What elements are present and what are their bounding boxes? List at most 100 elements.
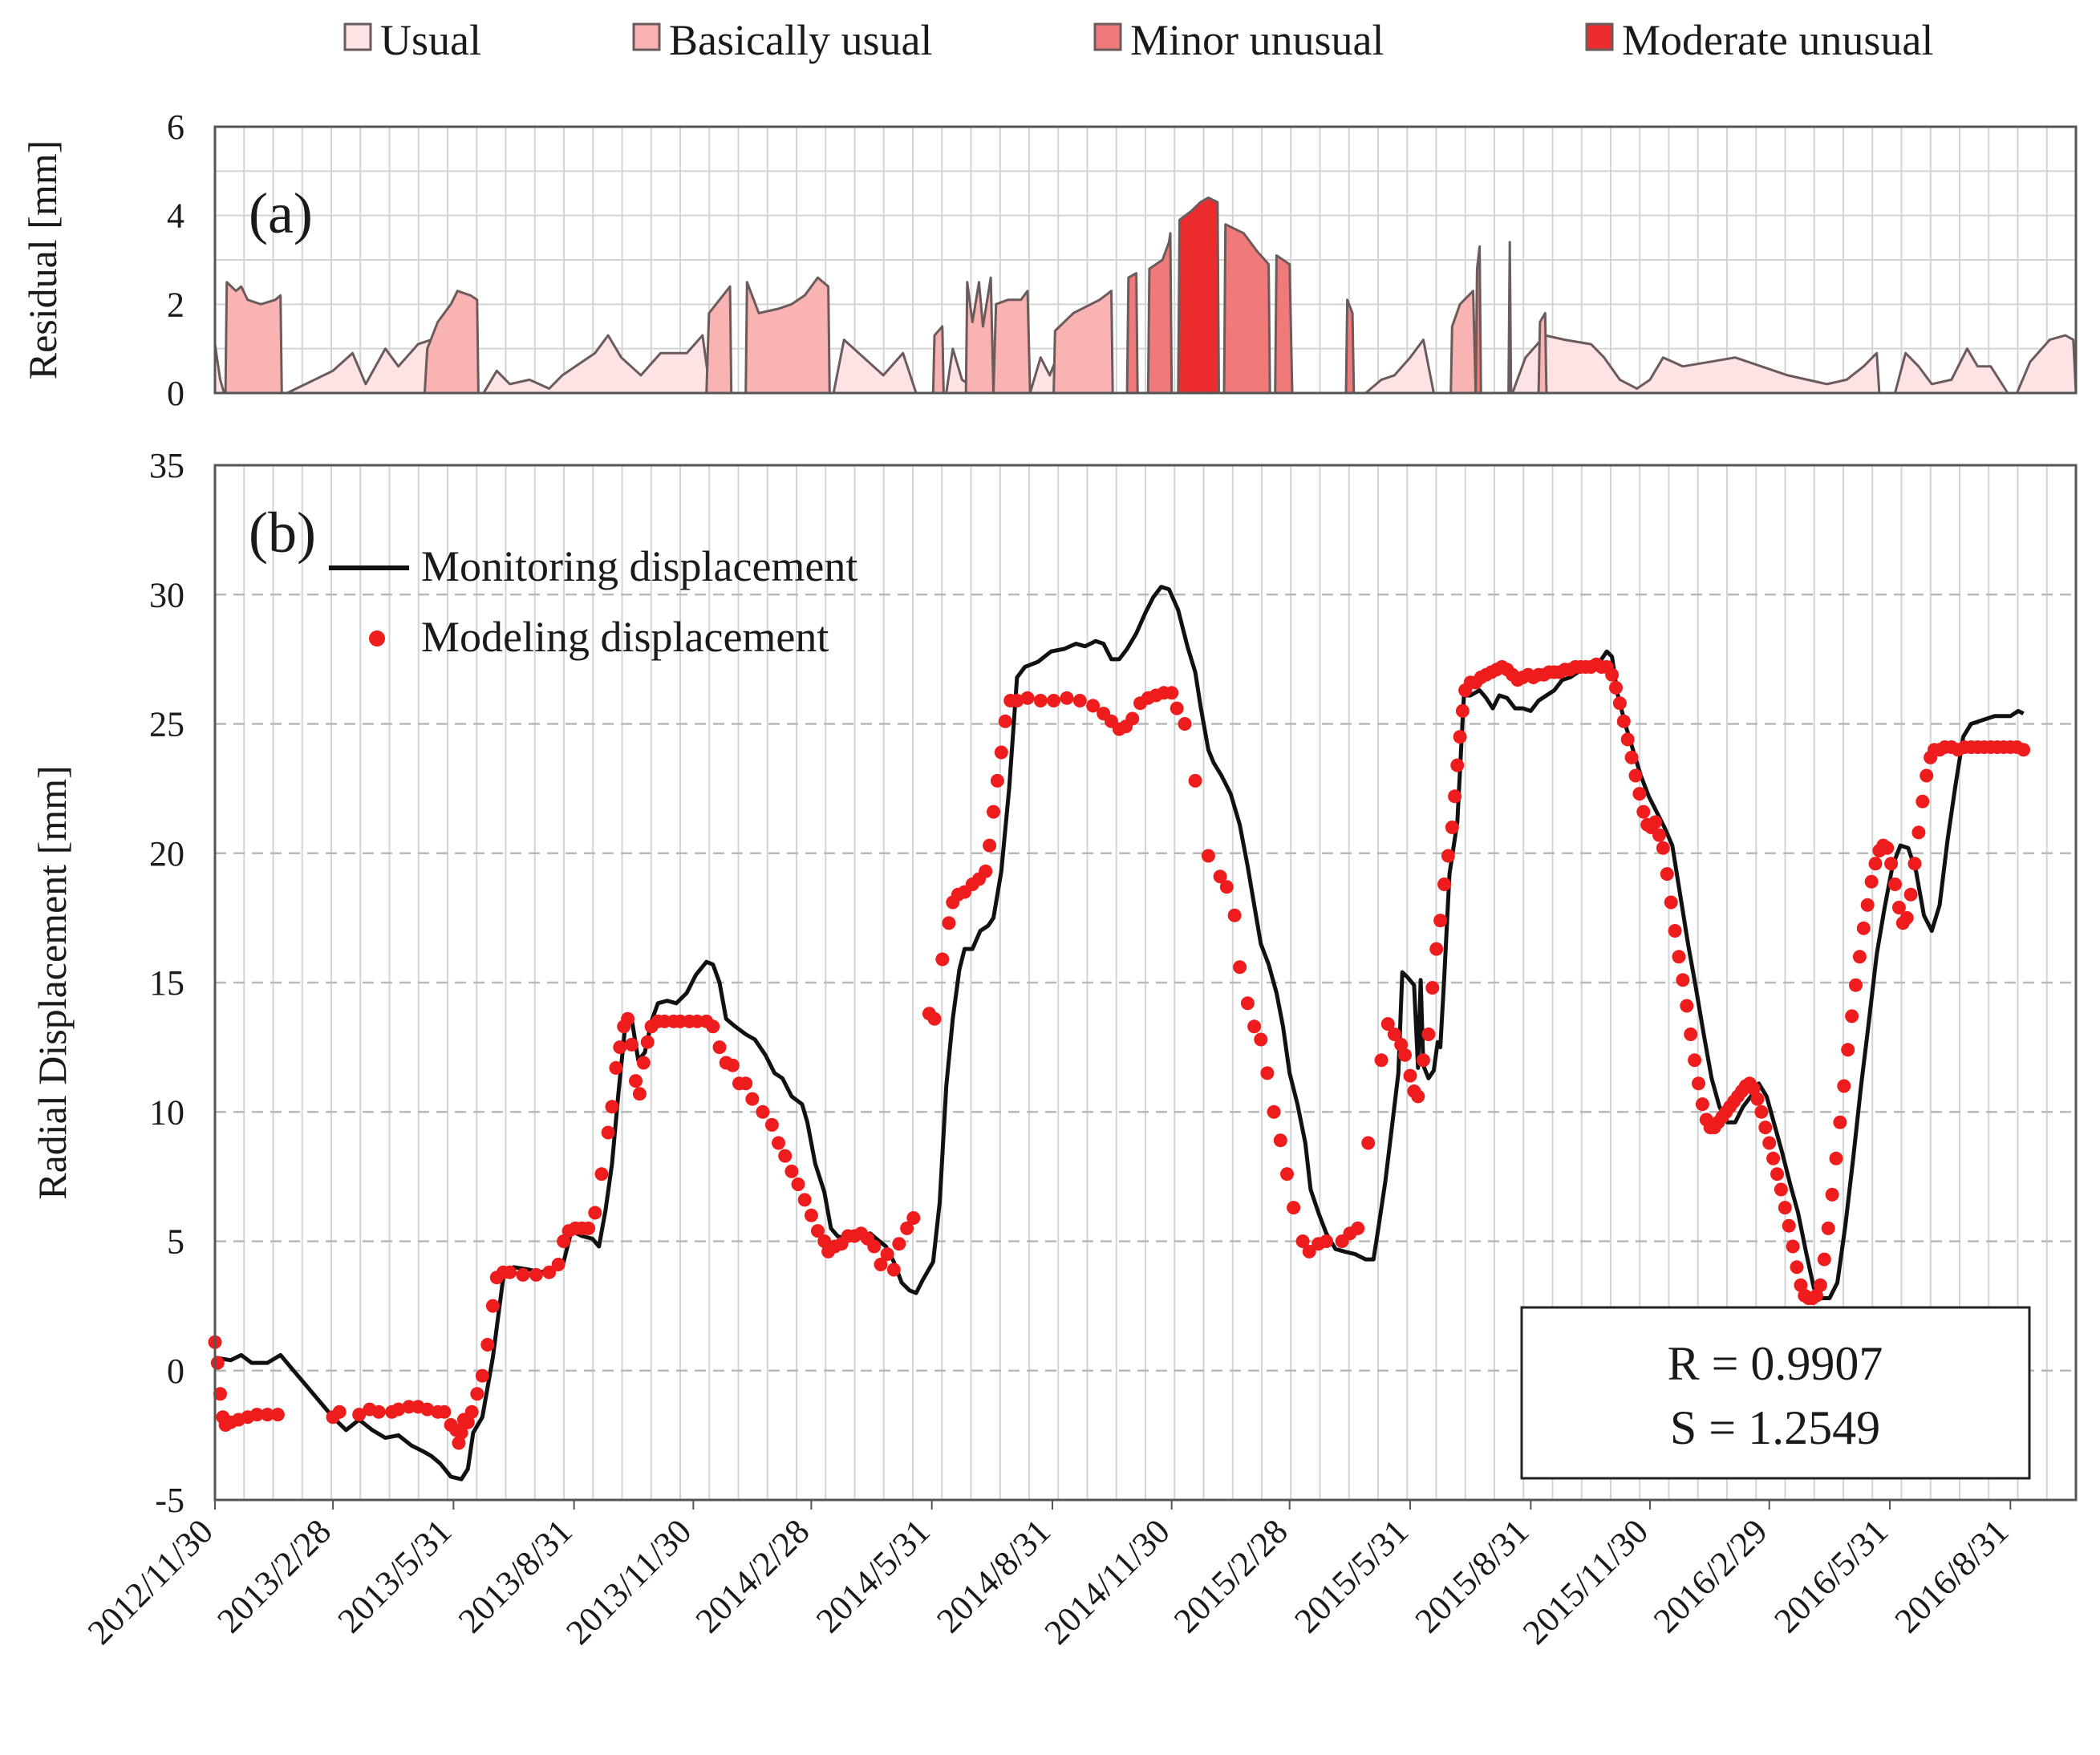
modeling-displacement-point [260, 1408, 274, 1422]
modeling-displacement-point [1782, 1218, 1796, 1233]
residual-area-usual [1511, 334, 1881, 395]
modeling-displacement-point [1620, 732, 1635, 747]
modeling-displacement-point [994, 745, 1008, 760]
modeling-displacement-point [582, 1221, 596, 1235]
residual-y-axis-title: Residual [mm] [20, 140, 65, 380]
residual-area-usual [1894, 347, 2009, 395]
displacement-plot-frame [213, 464, 2078, 1502]
modeling-displacement-point [1778, 1201, 1792, 1215]
modeling-displacement-point [1868, 857, 1883, 871]
residual-panel: 0 2 4 6 (a) Residual [mm] [20, 107, 2078, 413]
modeling-displacement-point [557, 1234, 571, 1248]
legend-label-modeling: Modeling displacement [421, 613, 829, 661]
residual-area-usual [482, 334, 712, 395]
modeling-displacement-point [470, 1387, 484, 1401]
modeling-displacement-point [811, 1224, 825, 1238]
modeling-displacement-point [352, 1408, 367, 1422]
modeling-displacement-point [1425, 981, 1440, 995]
modeling-displacement-point [1829, 1151, 1843, 1165]
modeling-displacement-point [420, 1402, 435, 1417]
modeling-displacement-point [1695, 1097, 1709, 1112]
modeling-displacement-point [1188, 773, 1202, 788]
modeling-displacement-point [1668, 924, 1682, 938]
modeling-displacement-point [601, 1125, 615, 1140]
modeling-displacement-point [791, 1177, 805, 1191]
modeling-displacement-point [906, 1211, 921, 1225]
modeling-displacement-point [1233, 960, 1247, 975]
residual-area-basically-usual [423, 290, 480, 395]
modeling-displacement-point [1380, 1017, 1395, 1032]
modeling-displacement-point [1421, 1027, 1436, 1041]
legend-label-basically-usual: Basically usual [669, 16, 932, 64]
modeling-displacement-point [725, 1058, 740, 1072]
modeling-displacement-point [460, 1415, 475, 1429]
modeling-displacement-point [1280, 1167, 1294, 1181]
displacement-y-axis-title: Radial Displacement [mm] [30, 765, 75, 1200]
modeling-displacement-point [1416, 1053, 1430, 1068]
modeling-displacement-point [1652, 828, 1666, 842]
residual-y-ticks: 0 2 4 6 [167, 107, 184, 413]
modeling-displacement-point [1825, 1187, 1839, 1202]
modeling-displacement-point [1692, 1076, 1705, 1091]
modeling-displacement-point [1450, 758, 1465, 772]
displacement-y-tick-label: 35 [149, 446, 184, 485]
modeling-displacement-point [1247, 1019, 1262, 1034]
legend-label-monitoring: Monitoring displacement [421, 542, 857, 590]
modeling-displacement-point [1920, 768, 1934, 783]
modeling-displacement-point [485, 1299, 500, 1313]
modeling-displacement-point [987, 805, 1000, 819]
modeling-displacement-point [1295, 1234, 1310, 1248]
modeling-displacement-point [778, 1149, 793, 1163]
modeling-displacement-point [2017, 743, 2031, 757]
modeling-displacement-point [1178, 717, 1192, 731]
modeling-displacement-point [1240, 996, 1255, 1011]
modeling-displacement-point [1302, 1244, 1316, 1258]
residual-area-minor-unusual [1274, 254, 1294, 395]
modeling-displacement-point [1612, 696, 1627, 711]
modeling-displacement-point [900, 1221, 914, 1235]
modeling-displacement-point [1849, 978, 1863, 992]
modeling-displacement-point [1660, 867, 1674, 882]
modeling-displacement-point [1047, 694, 1061, 707]
modeling-displacement-point [1813, 1278, 1827, 1292]
modeling-displacement-point [516, 1267, 530, 1282]
modeling-displacement-point [625, 1037, 639, 1052]
modeling-displacement-point [1433, 914, 1448, 928]
modeling-displacement-point [1786, 1239, 1800, 1254]
modeling-displacement-point [1684, 1027, 1698, 1041]
modeling-displacement-point [1770, 1167, 1784, 1181]
modeling-displacement-point [1794, 1278, 1808, 1292]
modeling-displacement-point [1636, 805, 1651, 819]
modeling-displacement-point [1351, 1221, 1365, 1235]
residual-area-moderate-unusual [1177, 197, 1220, 395]
displacement-legend: Monitoring displacement Modeling displace… [329, 542, 857, 661]
modeling-displacement-point [1774, 1182, 1788, 1197]
modeling-displacement-point [1790, 1260, 1804, 1275]
displacement-y-tick-label: 5 [167, 1222, 184, 1262]
modeling-displacement-point [371, 1404, 386, 1419]
modeling-displacement-point [636, 1056, 651, 1070]
displacement-y-tick-label: 15 [149, 963, 184, 1003]
modeling-displacement-point [979, 864, 993, 878]
displacement-series [208, 585, 2031, 1481]
modeling-displacement-point [629, 1074, 643, 1088]
modeling-displacement-point [1441, 849, 1455, 863]
modeling-displacement-point [1746, 1081, 1761, 1096]
displacement-y-tick-label: 0 [167, 1352, 184, 1391]
modeling-displacement-point [332, 1404, 347, 1419]
modeling-displacement-point [1888, 878, 1902, 891]
modeling-displacement-point [1387, 1027, 1401, 1041]
modeling-displacement-point [927, 1011, 942, 1026]
modeling-displacement-point [1219, 880, 1234, 894]
modeling-displacement-point [1260, 1066, 1275, 1080]
modeling-displacement-point [1833, 1115, 1847, 1129]
modeling-displacement-point [1911, 825, 1926, 840]
modeling-displacement-point [1676, 973, 1690, 987]
displacement-y-tick-label: 30 [149, 575, 184, 614]
residual-area-minor-unusual [1507, 241, 1513, 395]
residual-area-minor-unusual [1344, 298, 1356, 395]
stats-r-value: R = 0.9907 [1668, 1337, 1883, 1390]
modeling-displacement-point [249, 1408, 264, 1422]
modeling-displacement-point [1445, 821, 1459, 834]
modeling-displacement-point [609, 1060, 623, 1075]
